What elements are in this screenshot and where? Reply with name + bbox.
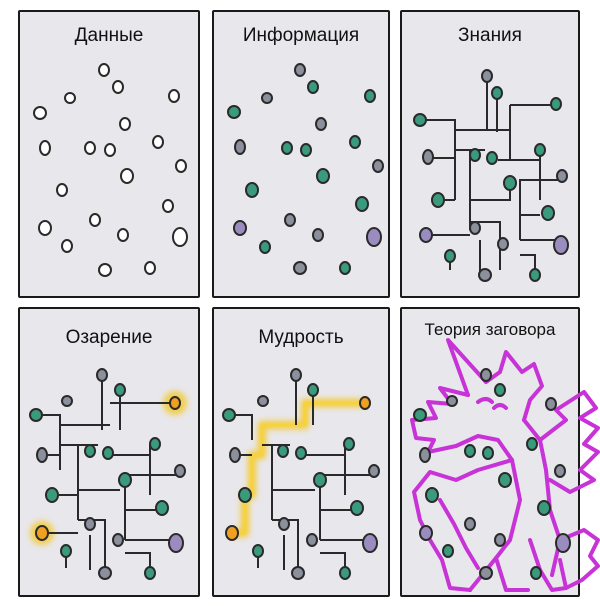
panel-title: Мудрость [258,327,344,348]
knowledge-connections [420,80,560,272]
panel-title: Данные [74,25,144,46]
information-dots [227,63,384,275]
wisdom-highlight-core [232,401,365,535]
insight-connections [36,380,178,570]
wisdom-dots [222,368,380,580]
panel-title: Озарение [65,327,153,348]
conspiracy-dots [413,368,571,580]
panel-title: Знания [458,25,522,46]
knowledge-dots [413,69,569,282]
panel-title: Теория заговора [424,320,556,339]
data-dots [33,63,188,277]
unicorn-outline [410,338,600,592]
panel-title: Информация [242,25,360,46]
insight-dots [29,368,186,580]
